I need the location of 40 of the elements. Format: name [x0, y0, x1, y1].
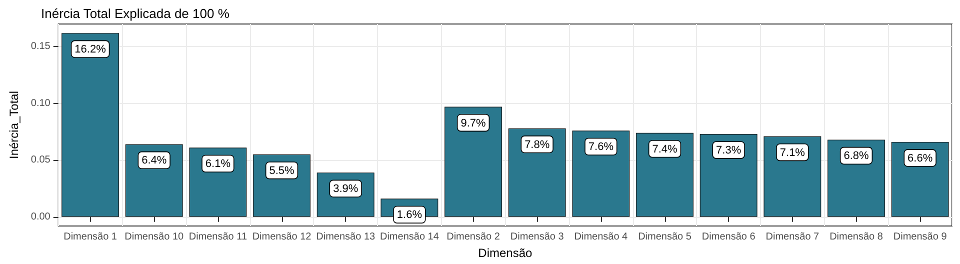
bar — [444, 106, 502, 217]
x-tick-label: Dimensão 8 — [830, 232, 884, 242]
x-tick-label: Dimensão 12 — [252, 232, 312, 242]
data-label: 7.6% — [588, 141, 614, 154]
x-tick-label: Dimensão 11 — [188, 232, 248, 242]
x-tick-label: Dimensão 2 — [446, 232, 500, 242]
x-tick-label: Dimensão 3 — [510, 232, 564, 242]
data-label: 5.5% — [269, 164, 295, 177]
y-tick-label: 0.10 — [30, 98, 51, 109]
x-axis-title: Dimensão — [478, 246, 533, 260]
data-label: 1.6% — [396, 209, 422, 222]
bar — [62, 33, 120, 217]
data-label: 9.7% — [460, 117, 486, 130]
x-tick-label: Dimensão 9 — [893, 232, 948, 242]
data-label: 7.3% — [716, 144, 742, 157]
y-tick-label: 0.05 — [30, 154, 51, 166]
data-label: 6.1% — [205, 158, 231, 170]
x-tick-label: Dimensão 4 — [574, 232, 628, 242]
data-label: 6.6% — [908, 152, 933, 164]
data-label: 7.1% — [780, 146, 806, 159]
bar — [828, 140, 885, 217]
data-label: 16.2% — [74, 44, 106, 56]
y-axis-title: Inércia_Total — [7, 90, 21, 160]
x-tick-label: Dimensão 6 — [702, 232, 756, 242]
x-tick-label: Dimensão 13 — [316, 232, 376, 242]
data-label: 6.8% — [844, 150, 870, 162]
x-tick-label: Dimensão 5 — [638, 232, 692, 242]
x-tick-label: Dimensão 1 — [64, 232, 118, 242]
chart-title: Inércia Total Explicada de 100 % — [41, 6, 230, 21]
data-label: 3.9% — [333, 183, 358, 196]
data-label: 7.4% — [652, 143, 678, 156]
x-tick-label: Dimensão 10 — [124, 232, 184, 242]
bar — [572, 130, 630, 217]
data-label: 6.4% — [142, 154, 167, 167]
y-tick-label: 0.00 — [30, 211, 51, 222]
x-tick-label: Dimensão 7 — [766, 232, 820, 242]
x-tick-label: Dimensão 14 — [380, 232, 440, 242]
data-label: 7.8% — [524, 138, 550, 151]
bar — [508, 128, 566, 217]
y-tick-label: 0.15 — [30, 41, 51, 52]
